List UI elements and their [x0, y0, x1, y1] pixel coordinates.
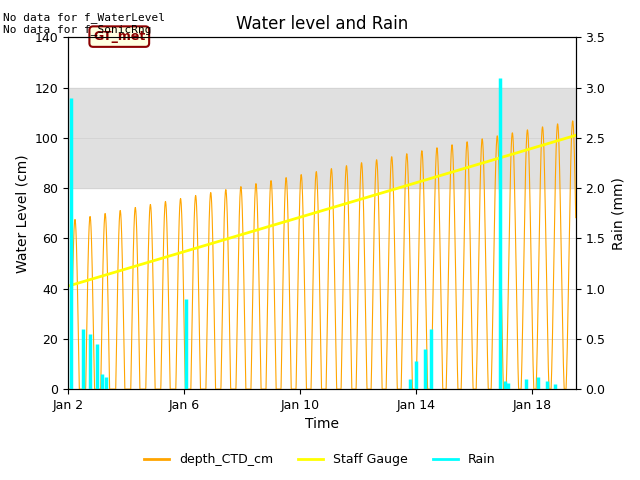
Legend: depth_CTD_cm, Staff Gauge, Rain: depth_CTD_cm, Staff Gauge, Rain	[140, 448, 500, 471]
Title: Water level and Rain: Water level and Rain	[236, 15, 408, 33]
Text: No data for f_WaterLevel
No data for f_SonicRng: No data for f_WaterLevel No data for f_S…	[3, 12, 165, 36]
X-axis label: Time: Time	[305, 418, 339, 432]
Text: GT_met: GT_met	[93, 30, 145, 43]
Bar	[68, 87, 576, 188]
Y-axis label: Rain (mm): Rain (mm)	[611, 177, 625, 250]
Y-axis label: Water Level (cm): Water Level (cm)	[15, 154, 29, 273]
